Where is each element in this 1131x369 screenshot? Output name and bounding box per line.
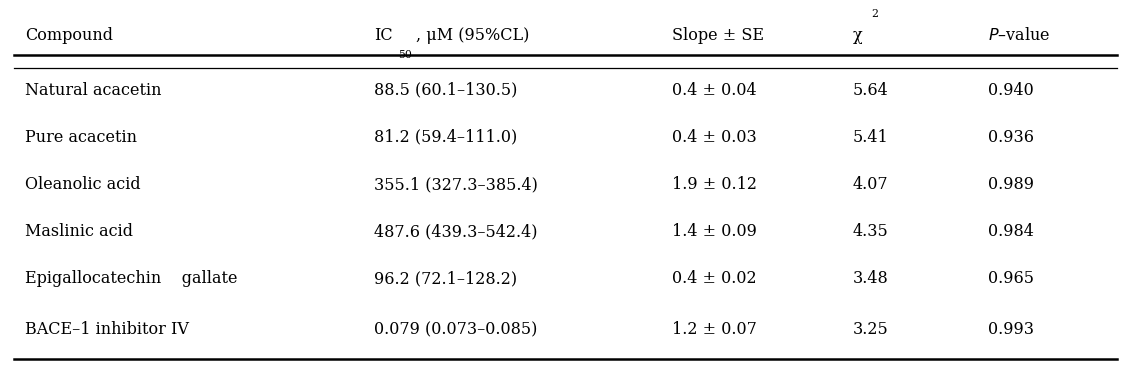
Text: 0.4 ± 0.03: 0.4 ± 0.03 bbox=[673, 129, 757, 146]
Text: 1.2 ± 0.07: 1.2 ± 0.07 bbox=[673, 321, 758, 338]
Text: 2: 2 bbox=[872, 9, 879, 19]
Text: $\mathit{P}$–value: $\mathit{P}$–value bbox=[987, 27, 1050, 44]
Text: 50: 50 bbox=[398, 51, 412, 61]
Text: 0.940: 0.940 bbox=[987, 82, 1034, 99]
Text: 0.079 (0.073–0.085): 0.079 (0.073–0.085) bbox=[374, 321, 537, 338]
Text: Oleanolic acid: Oleanolic acid bbox=[25, 176, 141, 193]
Text: , μM (95%CL): , μM (95%CL) bbox=[416, 27, 529, 44]
Text: 0.936: 0.936 bbox=[987, 129, 1034, 146]
Text: 3.48: 3.48 bbox=[853, 270, 888, 287]
Text: 0.965: 0.965 bbox=[987, 270, 1034, 287]
Text: Slope ± SE: Slope ± SE bbox=[673, 27, 765, 44]
Text: Natural acacetin: Natural acacetin bbox=[25, 82, 162, 99]
Text: 1.4 ± 0.09: 1.4 ± 0.09 bbox=[673, 223, 758, 240]
Text: Compound: Compound bbox=[25, 27, 113, 44]
Text: 5.41: 5.41 bbox=[853, 129, 888, 146]
Text: χ: χ bbox=[853, 27, 862, 44]
Text: Maslinic acid: Maslinic acid bbox=[25, 223, 133, 240]
Text: 0.989: 0.989 bbox=[987, 176, 1034, 193]
Text: 1.9 ± 0.12: 1.9 ± 0.12 bbox=[673, 176, 758, 193]
Text: Pure acacetin: Pure acacetin bbox=[25, 129, 137, 146]
Text: 5.64: 5.64 bbox=[853, 82, 888, 99]
Text: 4.07: 4.07 bbox=[853, 176, 888, 193]
Text: 3.25: 3.25 bbox=[853, 321, 888, 338]
Text: 0.993: 0.993 bbox=[987, 321, 1034, 338]
Text: Epigallocatechin    gallate: Epigallocatechin gallate bbox=[25, 270, 238, 287]
Text: BACE–1 inhibitor IV: BACE–1 inhibitor IV bbox=[25, 321, 189, 338]
Text: 355.1 (327.3–385.4): 355.1 (327.3–385.4) bbox=[374, 176, 538, 193]
Text: 96.2 (72.1–128.2): 96.2 (72.1–128.2) bbox=[374, 270, 517, 287]
Text: 487.6 (439.3–542.4): 487.6 (439.3–542.4) bbox=[374, 223, 537, 240]
Text: 81.2 (59.4–111.0): 81.2 (59.4–111.0) bbox=[374, 129, 517, 146]
Text: 0.984: 0.984 bbox=[987, 223, 1034, 240]
Text: 0.4 ± 0.02: 0.4 ± 0.02 bbox=[673, 270, 757, 287]
Text: 4.35: 4.35 bbox=[853, 223, 888, 240]
Text: IC: IC bbox=[374, 27, 392, 44]
Text: 88.5 (60.1–130.5): 88.5 (60.1–130.5) bbox=[374, 82, 518, 99]
Text: 0.4 ± 0.04: 0.4 ± 0.04 bbox=[673, 82, 757, 99]
